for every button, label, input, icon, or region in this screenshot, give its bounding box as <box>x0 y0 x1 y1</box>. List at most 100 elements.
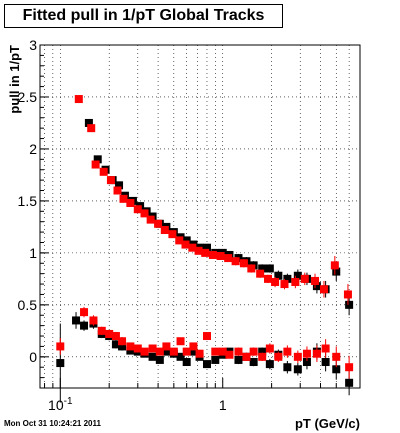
black-sigma-point <box>182 236 191 245</box>
black-sigma-point <box>283 274 292 283</box>
black-mean-point <box>111 340 120 349</box>
y-tick-label: 2.5 <box>18 89 38 105</box>
red-sigma-point <box>113 186 122 195</box>
red-mean-point <box>258 352 267 361</box>
red-sigma-point <box>74 95 83 104</box>
red-sigma-point <box>264 274 273 283</box>
red-sigma-point <box>106 176 115 185</box>
red-sigma-point <box>146 215 155 224</box>
black-sigma-point <box>115 181 124 190</box>
red-sigma-point <box>168 230 177 239</box>
y-tick-label: 0 <box>29 349 37 365</box>
red-sigma-point <box>319 285 328 294</box>
black-mean-point <box>332 365 341 374</box>
red-sigma-point <box>208 250 217 259</box>
x-axis-title: pT (GeV/c) <box>295 416 360 431</box>
red-sigma-point <box>216 251 225 260</box>
black-mean-point <box>302 358 311 367</box>
y-tick-label: 0.5 <box>18 297 38 313</box>
y-tick-label: 2 <box>29 141 37 157</box>
red-mean-point <box>105 329 114 338</box>
black-sigma-point <box>258 264 267 273</box>
black-sigma-point <box>293 271 302 280</box>
red-mean-point <box>211 347 220 356</box>
red-mean-point <box>321 344 330 353</box>
red-mean-point <box>111 332 120 341</box>
red-mean-point <box>89 316 98 325</box>
red-mean-point <box>265 344 274 353</box>
y-axis-title: pull in 1/pT <box>7 45 22 114</box>
tick-labels: 0 0.5 1 1.5 2 2.5 3 10-1 1 <box>18 37 227 413</box>
black-mean-point <box>293 365 302 374</box>
red-mean-point <box>218 347 227 356</box>
black-mean-point <box>234 355 243 364</box>
red-mean-point <box>202 332 211 341</box>
black-mean-point <box>176 352 185 361</box>
black-mean-point <box>249 358 258 367</box>
red-mean-point <box>140 347 149 356</box>
y-tick-label: 3 <box>29 37 37 53</box>
axis-ticks <box>40 44 361 389</box>
black-mean-point <box>258 347 267 356</box>
black-mean-point <box>202 360 211 369</box>
red-mean-point <box>176 337 185 346</box>
red-mean-point <box>195 349 204 358</box>
red-mean-point <box>148 344 157 353</box>
red-mean-point <box>169 347 178 356</box>
red-sigma-point <box>239 259 248 268</box>
red-mean-point <box>189 342 198 351</box>
red-sigma-point <box>87 124 96 133</box>
red-sigma-point <box>330 261 339 270</box>
black-mean-point <box>126 346 135 355</box>
red-mean-point <box>155 347 164 356</box>
red-sigma-point <box>154 219 163 228</box>
black-mean-point <box>162 347 171 356</box>
red-sigma-point <box>280 280 289 289</box>
black-mean-point <box>118 342 127 351</box>
red-sigma-point <box>271 277 280 286</box>
black-mean-point <box>345 378 354 387</box>
red-sigma-point <box>99 167 108 176</box>
red-sigma-point <box>343 290 352 299</box>
red-mean-point <box>126 342 135 351</box>
red-sigma-point <box>300 274 309 283</box>
red-mean-point <box>56 342 65 351</box>
red-mean-point <box>345 363 354 372</box>
red-mean-point <box>312 349 321 358</box>
black-mean-point <box>211 355 220 364</box>
red-mean-point <box>293 352 302 361</box>
red-mean-point <box>234 347 243 356</box>
black-mean-point <box>56 359 65 368</box>
red-mean-point <box>133 344 142 353</box>
y-tick-label: 1 <box>29 245 37 261</box>
red-sigma-point <box>311 276 320 285</box>
chart-title: Fitted pull in 1/pT Global Tracks <box>4 4 283 28</box>
y-tick-label: 1.5 <box>18 193 38 209</box>
black-mean-point <box>155 355 164 364</box>
black-mean-point <box>72 316 81 325</box>
black-sigma-point <box>312 282 321 291</box>
black-mean-point <box>283 363 292 372</box>
black-mean-point <box>265 360 274 369</box>
black-mean-point <box>321 358 330 367</box>
black-sigma-point <box>93 155 102 164</box>
data-markers <box>56 95 354 403</box>
x-tick-label: 10-1 <box>48 396 73 413</box>
timestamp: Mon Oct 31 10:24:21 2011 <box>4 419 101 428</box>
black-mean-point <box>80 321 89 330</box>
red-sigma-point <box>201 248 210 257</box>
red-mean-point <box>249 347 258 356</box>
plot-frame <box>39 44 361 389</box>
red-sigma-point <box>119 194 128 203</box>
red-mean-point <box>80 308 89 317</box>
red-sigma-point <box>247 264 256 273</box>
black-sigma-point <box>345 300 354 309</box>
black-mean-point <box>182 358 191 367</box>
black-sigma-point <box>84 118 93 127</box>
red-mean-point <box>242 352 251 361</box>
red-sigma-point <box>160 226 169 235</box>
red-sigma-point <box>126 198 135 207</box>
red-sigma-point <box>181 240 190 249</box>
red-sigma-point <box>133 205 142 214</box>
